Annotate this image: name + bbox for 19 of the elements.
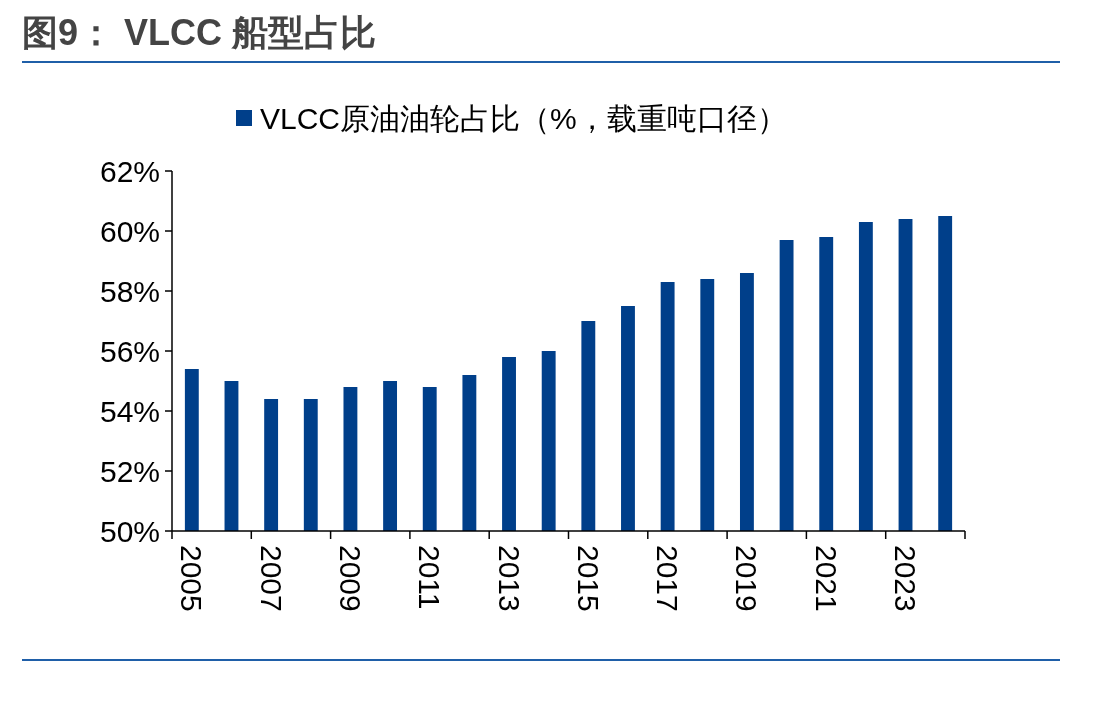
x-tick-label: 2011 xyxy=(413,545,447,610)
y-tick-label: 62% xyxy=(99,154,160,188)
y-tick-label: 54% xyxy=(99,394,160,428)
x-tick-label: 2023 xyxy=(889,545,923,612)
x-tick-label: 2007 xyxy=(254,545,288,612)
x-tick-label: 2017 xyxy=(651,545,685,612)
x-tick-label: 2005 xyxy=(175,545,209,612)
x-tick-label: 2019 xyxy=(730,545,764,612)
y-tick-label: 58% xyxy=(99,274,160,308)
x-tick-label: 2009 xyxy=(333,545,367,612)
chart-title: 图9： VLCC 船型占比 xyxy=(22,12,377,53)
y-tick-label: 50% xyxy=(99,514,160,548)
legend-label: VLCC原油油轮占比（%，载重吨口径） xyxy=(260,101,787,135)
x-tick-label: 2013 xyxy=(492,545,526,612)
y-tick-label: 52% xyxy=(99,454,160,488)
y-tick-label: 60% xyxy=(99,214,160,248)
y-tick-label: 56% xyxy=(99,334,160,368)
x-tick-label: 2021 xyxy=(809,545,843,612)
x-tick-label: 2015 xyxy=(571,545,605,612)
